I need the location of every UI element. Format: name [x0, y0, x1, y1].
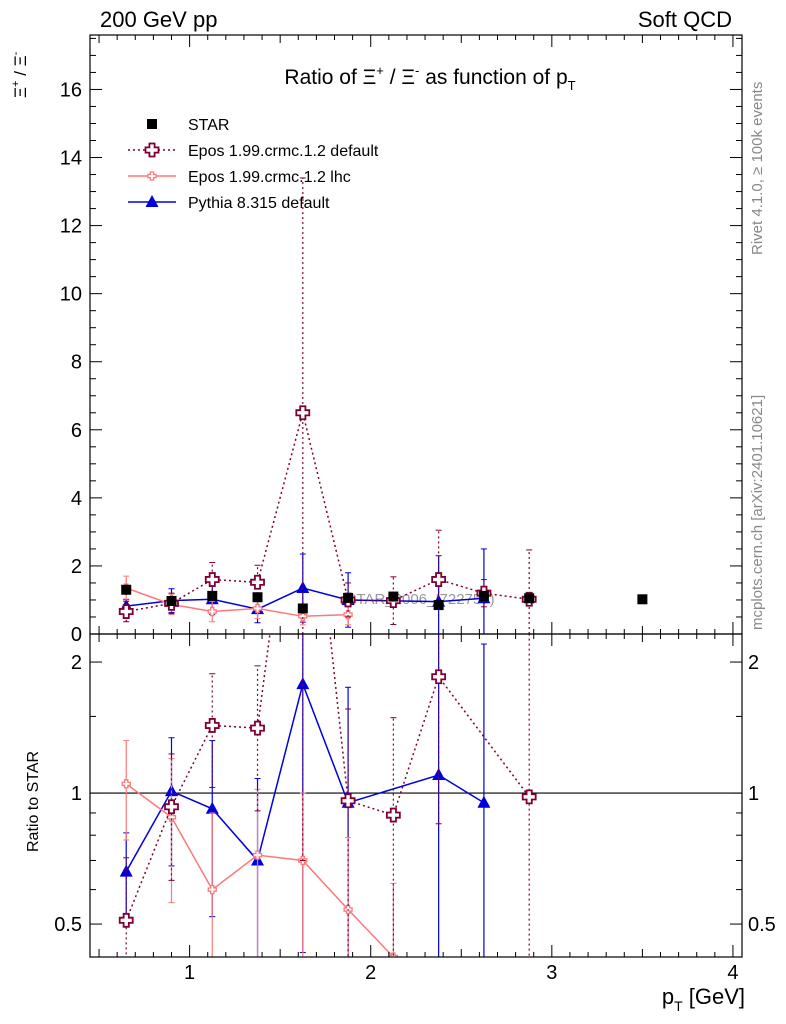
ratio-frame	[89, 633, 743, 958]
mcplots-label: mcplots.cern.ch [arXiv:2401.10621]	[749, 395, 766, 630]
data-point	[250, 574, 265, 590]
data-point	[252, 850, 263, 860]
x-tick-label: 4	[727, 962, 738, 984]
data-point	[252, 603, 263, 614]
x-axis-label: pT [GeV]	[662, 984, 745, 1014]
data-point	[295, 405, 311, 421]
ratio-y-tick-label: 1	[71, 783, 82, 805]
data-point	[121, 584, 132, 595]
y-tick-label: 8	[71, 352, 82, 374]
data-point	[431, 669, 447, 685]
data-point	[207, 590, 218, 601]
y-tick-label: 4	[71, 488, 82, 510]
y-tick-label: 10	[60, 284, 82, 306]
data-point	[388, 591, 399, 602]
data-point	[121, 779, 131, 789]
data-point	[250, 720, 265, 736]
data-point	[637, 594, 648, 605]
legend-marker	[147, 171, 157, 181]
data-point	[166, 812, 177, 822]
x-tick-label: 2	[365, 962, 376, 984]
legend-label: Pythia 8.315 default	[188, 195, 330, 212]
legend-item: Pythia 8.315 default	[128, 195, 330, 212]
data-point	[118, 912, 134, 928]
data-point	[431, 572, 447, 587]
legend-label: Epos 1.99.crmc.1.2 lhc	[188, 169, 351, 186]
y-tick-label: 14	[60, 148, 82, 170]
reference-watermark: (STAR_2006_I722757)	[341, 591, 494, 608]
header-left: 200 GeV pp	[100, 7, 217, 32]
legend-label: STAR	[188, 117, 229, 134]
data-point	[252, 592, 263, 603]
data-point	[343, 609, 353, 620]
chart-title: Ratio of Ξ+ / Ξ- as function of pT	[284, 63, 575, 93]
data-point	[524, 593, 535, 604]
data-point	[343, 592, 354, 603]
ratio-y-tick-label-right: 1	[748, 783, 759, 805]
legend-marker	[147, 119, 157, 129]
series-data	[121, 584, 648, 614]
y-tick-label: 16	[60, 79, 82, 101]
series-epos_default	[118, 634, 537, 957]
data-point	[164, 799, 179, 815]
y-tick-label: 0	[71, 624, 82, 646]
legend-marker	[145, 195, 159, 207]
legend-item: Epos 1.99.crmc.1.2 lhc	[128, 169, 351, 186]
rivet-version-label: Rivet 4.1.0, ≥ 100k events	[749, 82, 766, 255]
data-point	[204, 572, 220, 587]
main-plot-area	[118, 177, 648, 634]
data-point	[207, 606, 217, 617]
legend: STAR Epos 1.99.crmc.1.2 default Epos 1.99.…	[128, 117, 379, 212]
data-point	[204, 718, 220, 733]
ratio-y-tick-label: 2	[71, 652, 82, 674]
series-line-epos_default	[125, 634, 530, 921]
ratio-y-tick-label: 0.5	[54, 914, 82, 936]
data-point	[385, 807, 401, 823]
data-point	[477, 795, 491, 808]
data-point	[297, 603, 308, 614]
data-point	[478, 590, 489, 601]
data-point	[298, 611, 308, 621]
series-epos_default	[118, 177, 537, 634]
legend-label: Epos 1.99.crmc.1.2 default	[188, 143, 379, 160]
series-epos_lhc	[121, 575, 353, 626]
header-right: Soft QCD	[638, 7, 732, 32]
y-tick-label: 2	[71, 556, 82, 578]
legend-item: Epos 1.99.crmc.1.2 default	[128, 142, 379, 160]
legend-item: STAR	[147, 117, 229, 134]
data-point	[340, 793, 356, 809]
data-point	[166, 595, 177, 606]
ratio-plot-area	[90, 634, 742, 957]
y-axis-label: Ξ+ / Ξ-	[10, 51, 30, 98]
data-point	[205, 801, 219, 814]
ratio-y-tick-label-right: 0.5	[748, 914, 776, 936]
data-point	[432, 768, 446, 781]
data-point	[119, 864, 133, 877]
data-point	[433, 600, 444, 611]
legend-marker	[144, 142, 160, 158]
x-tick-label: 1	[184, 962, 195, 984]
series-line-epos_lhc	[125, 587, 349, 618]
data-point	[207, 884, 217, 895]
ratio-y-axis-label: Ratio to STAR	[25, 751, 42, 852]
series-epos_lhc	[121, 740, 399, 957]
y-tick-label: 12	[60, 216, 82, 238]
y-tick-label: 6	[71, 420, 82, 442]
data-point	[118, 604, 134, 619]
ratio-y-tick-label-right: 2	[748, 652, 759, 674]
data-point	[521, 789, 537, 805]
series-line-pythia	[125, 681, 485, 872]
series-line-epos_default	[126, 412, 530, 613]
x-tick-label: 3	[546, 962, 557, 984]
data-point	[296, 677, 310, 690]
